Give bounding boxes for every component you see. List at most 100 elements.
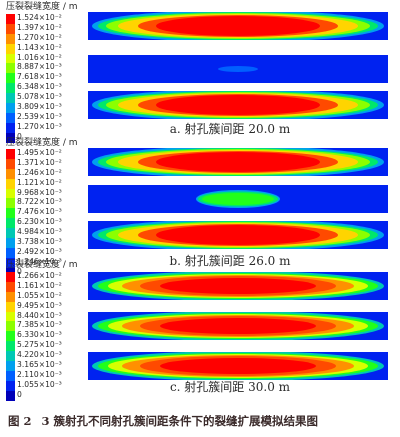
legend-tick-label: 9.968×10⁻³ xyxy=(17,187,62,197)
legend-swatch xyxy=(6,238,15,248)
legend-tick-label: 1.121×10⁻² xyxy=(17,177,62,187)
fracture-bar-3 xyxy=(88,91,388,119)
legend-swatch xyxy=(6,281,15,292)
legend-tick-label: 6.230×10⁻³ xyxy=(17,217,62,227)
fracture-bar-3 xyxy=(88,352,388,380)
legend-swatch xyxy=(6,23,15,34)
legend-tick-label: 2.492×10⁻³ xyxy=(17,246,62,256)
fracture-bar-2 xyxy=(88,185,388,213)
panel-b: 压裂裂缝宽度 / m 1.495×10⁻² 1.371×10⁻² 1.246×10⁻… xyxy=(0,138,400,278)
legend-swatch xyxy=(6,321,15,332)
legend-tick-label: 1.016×10⁻² xyxy=(17,52,62,62)
legend-swatch xyxy=(6,228,15,239)
legend-swatch xyxy=(6,390,15,401)
legend-tick-label: 1.270×10⁻³ xyxy=(17,121,62,131)
legend-swatch xyxy=(6,208,15,219)
legend-swatch xyxy=(6,33,15,44)
legend-tick-label: 4.220×10⁻³ xyxy=(17,350,62,360)
legend-tick-label: 7.618×10⁻³ xyxy=(17,72,62,82)
contour-plot xyxy=(88,312,388,340)
legend-swatch xyxy=(6,188,15,199)
legend-swatch xyxy=(6,351,15,362)
legend-tick-label: 1.055×10⁻² xyxy=(17,290,62,300)
fracture-bar-1 xyxy=(88,12,388,40)
legend-tick-label: 8.722×10⁻³ xyxy=(17,197,62,207)
fracture-bar-1 xyxy=(88,148,388,176)
legend-swatch xyxy=(6,301,15,312)
legend-tick-label: 8.887×10⁻³ xyxy=(17,62,62,72)
legend-swatch xyxy=(6,43,15,54)
legend-tick-label: 6.348×10⁻³ xyxy=(17,82,62,92)
legend-tick-label: 0 xyxy=(17,131,22,141)
legend-tick-label: 3.809×10⁻³ xyxy=(17,102,62,112)
panel-caption: b. 射孔簇间距 26.0 m xyxy=(169,254,291,268)
legend-tick-label: 1.397×10⁻² xyxy=(17,22,62,32)
legend-tick-label: 1.246×10⁻² xyxy=(17,167,62,177)
legend-tick-label: 1.270×10⁻² xyxy=(17,32,62,42)
contour-plot xyxy=(88,148,388,176)
panel-c: 压裂裂缝宽度 / m 1.266×10⁻² 1.161×10⁻² 1.055×10⁻… xyxy=(0,258,400,408)
legend-swatch xyxy=(6,132,15,143)
legend-tick-label: 7.476×10⁻³ xyxy=(17,207,62,217)
legend-swatch xyxy=(6,311,15,322)
legend-tick-label: 9.495×10⁻³ xyxy=(17,300,62,310)
contour-band xyxy=(160,318,316,334)
legend-swatch xyxy=(6,168,15,179)
legend-tick-label: 0 xyxy=(17,266,22,276)
panel-a: 压裂裂缝宽度 / m 1.524×10⁻² 1.397×10⁻² 1.270×10⁻… xyxy=(0,0,400,143)
contour-plot xyxy=(88,55,388,83)
legend-tick-label: 1.055×10⁻³ xyxy=(17,379,62,389)
figure-number: 图 2 xyxy=(8,414,32,428)
legend-swatch xyxy=(6,361,15,371)
fracture-bar-1 xyxy=(88,272,388,300)
legend-tick-label: 0 xyxy=(17,389,22,399)
contour-band xyxy=(156,95,320,115)
legend-tick-label: 3.738×10⁻³ xyxy=(17,237,62,247)
fracture-bar-2 xyxy=(88,55,388,83)
contour-band xyxy=(160,278,316,294)
figure-caption-text: 3 簇射孔不同射孔簇间距条件下的裂缝扩展模拟结果图 xyxy=(41,414,319,428)
legend-swatch xyxy=(6,218,15,229)
contour-band xyxy=(218,66,258,72)
contour-band xyxy=(156,225,320,245)
contour-plot xyxy=(88,12,388,40)
legend-swatch xyxy=(6,73,15,84)
legend-swatch xyxy=(6,158,15,169)
legend-swatch xyxy=(6,370,15,381)
contour-band xyxy=(202,193,274,205)
legend-tick-label: 2.539×10⁻³ xyxy=(17,111,62,121)
legend-tick-label: 6.330×10⁻³ xyxy=(17,330,62,340)
legend-tick-label: 1.266×10⁻² xyxy=(17,271,62,280)
legend-swatch xyxy=(6,103,15,113)
fracture-bar-3 xyxy=(88,221,388,249)
legend-tick-label: 3.165×10⁻³ xyxy=(17,360,62,370)
legend-swatch xyxy=(6,331,15,342)
figure-caption: 图 2 3 簇射孔不同射孔簇间距条件下的裂缝扩展模拟结果图 xyxy=(8,413,318,429)
legend-tick-label: 1.143×10⁻² xyxy=(17,42,62,52)
legend-swatch xyxy=(6,149,15,159)
legend-tick-label: 4.984×10⁻³ xyxy=(17,227,62,237)
legend-tick-label: 5.078×10⁻³ xyxy=(17,92,62,102)
legend-title: 压裂裂缝宽度 / m xyxy=(6,138,78,148)
legend-swatch xyxy=(6,291,15,302)
contour-band xyxy=(156,152,320,172)
legend-swatch xyxy=(6,122,15,133)
contour-plot xyxy=(88,352,388,380)
legend-tick-label: 7.385×10⁻³ xyxy=(17,320,62,330)
legend-tick-label: 8.440×10⁻³ xyxy=(17,310,62,320)
panel-caption: a. 射孔簇间距 20.0 m xyxy=(169,122,291,136)
legend-swatch xyxy=(6,53,15,64)
legend-tick-label: 5.275×10⁻³ xyxy=(17,340,62,350)
legend-swatch xyxy=(6,63,15,74)
fracture-bar-2 xyxy=(88,312,388,340)
contour-band xyxy=(156,16,320,36)
legend-tick-label: 1.161×10⁻² xyxy=(17,280,62,290)
legend-tick-label: 1.495×10⁻² xyxy=(17,148,62,157)
legend-swatch xyxy=(6,93,15,104)
legend-swatch xyxy=(6,247,15,258)
legend-title: 压裂裂缝宽度 / m xyxy=(6,260,78,270)
legend-swatch xyxy=(6,341,15,352)
contour-plot xyxy=(88,91,388,119)
legend-swatch xyxy=(6,380,15,391)
legend-tick-label: 1.524×10⁻² xyxy=(17,13,62,22)
